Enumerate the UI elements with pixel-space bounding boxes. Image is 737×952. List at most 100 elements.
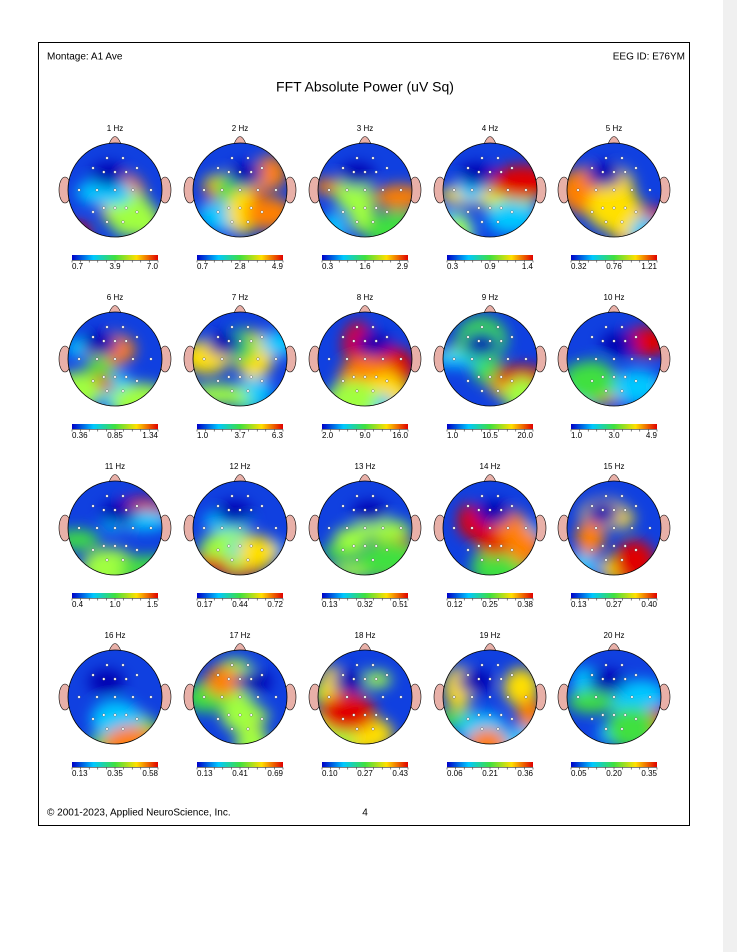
electrode bbox=[612, 170, 616, 174]
electrode bbox=[612, 508, 616, 512]
topo-map: 2 Hz 0.7 2.8 4.9 bbox=[183, 124, 297, 271]
blob bbox=[110, 383, 162, 406]
map-label: 2 Hz bbox=[232, 124, 248, 133]
electrode bbox=[601, 206, 605, 210]
electrode bbox=[590, 673, 594, 677]
map-label: 8 Hz bbox=[357, 293, 373, 302]
electrode bbox=[594, 526, 598, 530]
blob bbox=[348, 187, 375, 234]
electrode bbox=[496, 558, 500, 562]
colorbar bbox=[322, 762, 408, 767]
electrode bbox=[381, 188, 385, 192]
electrode bbox=[648, 526, 652, 530]
electrode bbox=[623, 544, 627, 548]
electrode bbox=[77, 695, 81, 699]
electrode bbox=[381, 695, 385, 699]
topo-fill bbox=[68, 650, 162, 744]
electrode bbox=[113, 357, 117, 361]
scale-label: 0.13 bbox=[571, 600, 587, 609]
electrode bbox=[620, 663, 624, 667]
electrode bbox=[506, 188, 510, 192]
electrode bbox=[381, 357, 385, 361]
electrode bbox=[135, 166, 139, 170]
scale-label: 0.7 bbox=[197, 262, 209, 271]
map-label: 15 Hz bbox=[604, 462, 625, 471]
electrode bbox=[341, 673, 345, 677]
electrode bbox=[249, 206, 253, 210]
scale-label: 0.85 bbox=[107, 431, 123, 440]
electrode bbox=[363, 544, 367, 548]
electrode bbox=[371, 558, 375, 562]
scale-label: 0.72 bbox=[267, 600, 283, 609]
electrode bbox=[121, 220, 125, 224]
electrode bbox=[480, 389, 484, 393]
electrode bbox=[488, 339, 492, 343]
electrode bbox=[594, 695, 598, 699]
blob bbox=[584, 501, 621, 525]
blob bbox=[457, 670, 494, 694]
electrode bbox=[470, 357, 474, 361]
map-label: 18 Hz bbox=[355, 631, 376, 640]
scrollbar bbox=[723, 0, 737, 952]
scale-label: 0.7 bbox=[72, 262, 84, 271]
map-label: 19 Hz bbox=[480, 631, 501, 640]
electrode bbox=[470, 695, 474, 699]
electrode bbox=[385, 335, 389, 339]
electrode bbox=[256, 695, 260, 699]
electrode bbox=[256, 357, 260, 361]
blob bbox=[613, 540, 656, 575]
electrode bbox=[524, 188, 528, 192]
topo-map: 4 Hz 0.3 0.9 1.4 bbox=[433, 124, 547, 271]
electrode bbox=[246, 325, 250, 329]
electrode bbox=[216, 210, 220, 214]
electrode bbox=[341, 504, 345, 508]
topo-fill bbox=[68, 143, 162, 237]
head-outline bbox=[317, 480, 413, 576]
colorbar bbox=[571, 424, 657, 429]
electrode bbox=[477, 508, 481, 512]
electrode bbox=[345, 526, 349, 530]
scale-label: 1.5 bbox=[147, 600, 159, 609]
electrode bbox=[374, 713, 378, 717]
electrode bbox=[488, 188, 492, 192]
electrode bbox=[105, 494, 109, 498]
electrode bbox=[612, 339, 616, 343]
electrode bbox=[113, 526, 117, 530]
head-outline bbox=[192, 649, 288, 745]
head-outline bbox=[566, 480, 662, 576]
electrode bbox=[124, 170, 128, 174]
electrode bbox=[121, 494, 125, 498]
copyright: © 2001-2023, Applied NeuroScience, Inc. bbox=[47, 808, 231, 819]
map-label: 4 Hz bbox=[482, 124, 498, 133]
blob bbox=[351, 501, 388, 525]
map-label: 6 Hz bbox=[107, 293, 123, 302]
electrode bbox=[91, 673, 95, 677]
electrode bbox=[601, 170, 605, 174]
electrode bbox=[238, 544, 242, 548]
electrode bbox=[374, 339, 378, 343]
electrode bbox=[488, 170, 492, 174]
electrode bbox=[131, 357, 135, 361]
electrode bbox=[113, 206, 117, 210]
electrode bbox=[634, 504, 638, 508]
scale-label: 0.06 bbox=[447, 769, 463, 778]
electrode bbox=[341, 335, 345, 339]
electrode bbox=[371, 727, 375, 731]
electrode bbox=[260, 379, 264, 383]
page-number: 4 bbox=[362, 808, 368, 819]
electrode bbox=[327, 188, 331, 192]
electrode bbox=[488, 713, 492, 717]
topo-map: 7 Hz 1.0 3.7 6.3 bbox=[183, 293, 297, 440]
electrode bbox=[77, 357, 81, 361]
electrode bbox=[510, 379, 514, 383]
electrode bbox=[105, 220, 109, 224]
electrode bbox=[238, 695, 242, 699]
electrode bbox=[480, 494, 484, 498]
electrode bbox=[238, 357, 242, 361]
blob bbox=[500, 726, 537, 744]
electrode bbox=[466, 673, 470, 677]
blob bbox=[503, 668, 537, 707]
electrode bbox=[91, 166, 95, 170]
electrode bbox=[246, 663, 250, 667]
electrode bbox=[345, 357, 349, 361]
